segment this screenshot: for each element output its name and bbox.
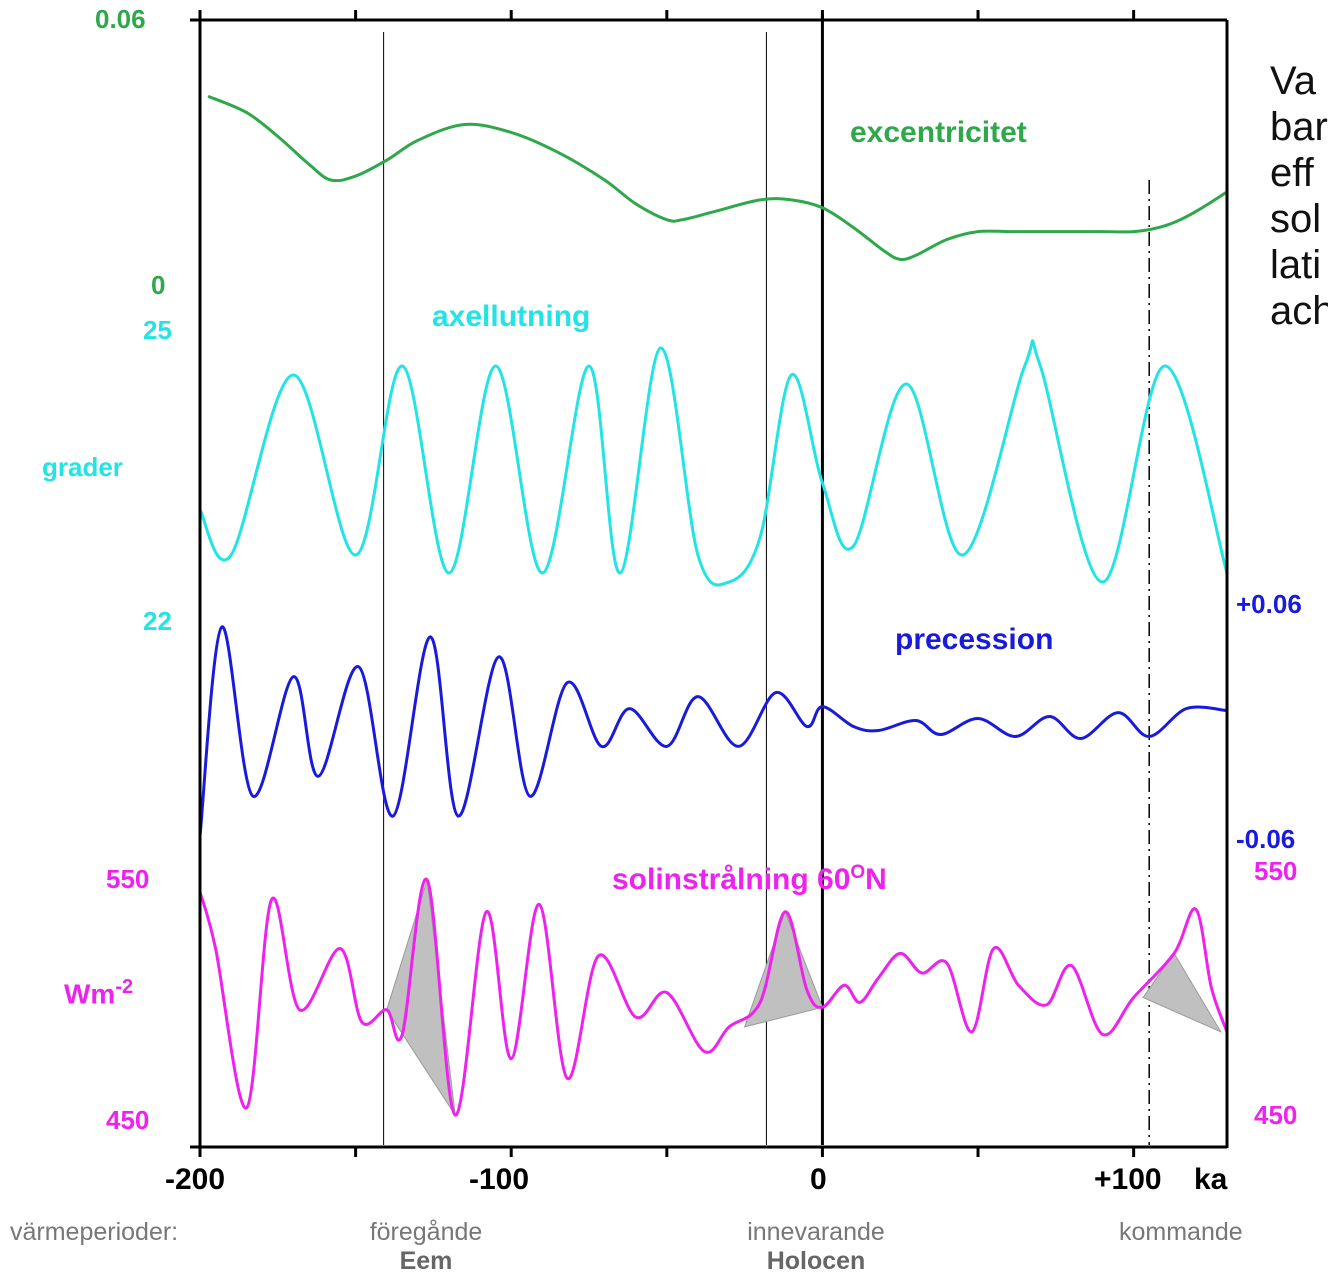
period-current-name: Holocen bbox=[766, 1247, 866, 1275]
ins-unit-label: Wm-2 bbox=[64, 976, 133, 1010]
prec-series-label: precession bbox=[895, 623, 1054, 656]
ecc-series-label: excentricitet bbox=[850, 116, 1027, 149]
ins-series-label: solinstrålning 60ON bbox=[612, 862, 887, 897]
eccentricity-line bbox=[207, 95, 1229, 262]
obl-bottom-label: 22 bbox=[143, 606, 172, 636]
ins-series-name: solinstrålning 60 bbox=[612, 863, 851, 896]
period-previous-label: föregånde bbox=[369, 1218, 483, 1246]
period-previous: föregånde Eem bbox=[356, 1218, 496, 1276]
x-tick-label: 0 bbox=[810, 1163, 827, 1196]
obl-top-label: 25 bbox=[143, 315, 172, 345]
warm-period-markers bbox=[383, 14, 1150, 1145]
ins-top-right-label: 550 bbox=[1254, 856, 1298, 886]
axes-group bbox=[190, 10, 1229, 1157]
ins-bottom-right-label: 450 bbox=[1254, 1100, 1298, 1130]
prec-top-label: +0.06 bbox=[1236, 589, 1302, 619]
side-text-line: eff bbox=[1270, 151, 1314, 195]
obl-series-label: axellutning bbox=[432, 300, 591, 333]
interglacial-shade bbox=[386, 879, 456, 1116]
interglacial-shading bbox=[386, 879, 1223, 1116]
obl-unit-label: grader bbox=[42, 452, 123, 482]
side-text-line: bar bbox=[1270, 105, 1328, 149]
ins-series-direction: N bbox=[865, 863, 887, 896]
x-tick-label: -200 bbox=[165, 1163, 226, 1196]
ins-series-degree: O bbox=[850, 862, 866, 883]
interglacial-shade bbox=[743, 910, 824, 1028]
x-tick-label: +100 bbox=[1094, 1163, 1162, 1196]
side-text: Va bar eff sol lati ach bbox=[1270, 58, 1328, 334]
x-tick-label: -100 bbox=[469, 1163, 530, 1196]
period-current-label: innevarande bbox=[747, 1218, 885, 1246]
ins-top-left-label: 550 bbox=[106, 864, 150, 894]
period-next: kommande bbox=[1119, 1218, 1243, 1246]
precession-line bbox=[198, 625, 1229, 838]
prec-bottom-label: -0.06 bbox=[1236, 824, 1296, 854]
ecc-top-label: 0.06 bbox=[95, 4, 146, 34]
ecc-bottom-label: 0 bbox=[151, 270, 166, 300]
ins-unit-exponent: -2 bbox=[115, 976, 134, 998]
period-previous-name: Eem bbox=[399, 1247, 453, 1275]
interglacial-shade bbox=[1142, 952, 1223, 1033]
side-text-line: ach bbox=[1270, 289, 1328, 333]
side-text-line: lati bbox=[1270, 243, 1322, 287]
obliquity-line bbox=[198, 339, 1229, 587]
insolation-line bbox=[198, 877, 1229, 1117]
side-text-line: Va bbox=[1270, 59, 1316, 103]
side-text-line: sol bbox=[1270, 197, 1322, 241]
period-current: innevarande Holocen bbox=[728, 1218, 904, 1276]
series-group bbox=[198, 95, 1229, 1117]
periods-label: värmeperioder: bbox=[10, 1218, 179, 1246]
ins-bottom-left-label: 450 bbox=[106, 1105, 150, 1135]
x-unit-label: ka bbox=[1194, 1163, 1228, 1196]
ins-unit-base: Wm bbox=[64, 978, 116, 1010]
